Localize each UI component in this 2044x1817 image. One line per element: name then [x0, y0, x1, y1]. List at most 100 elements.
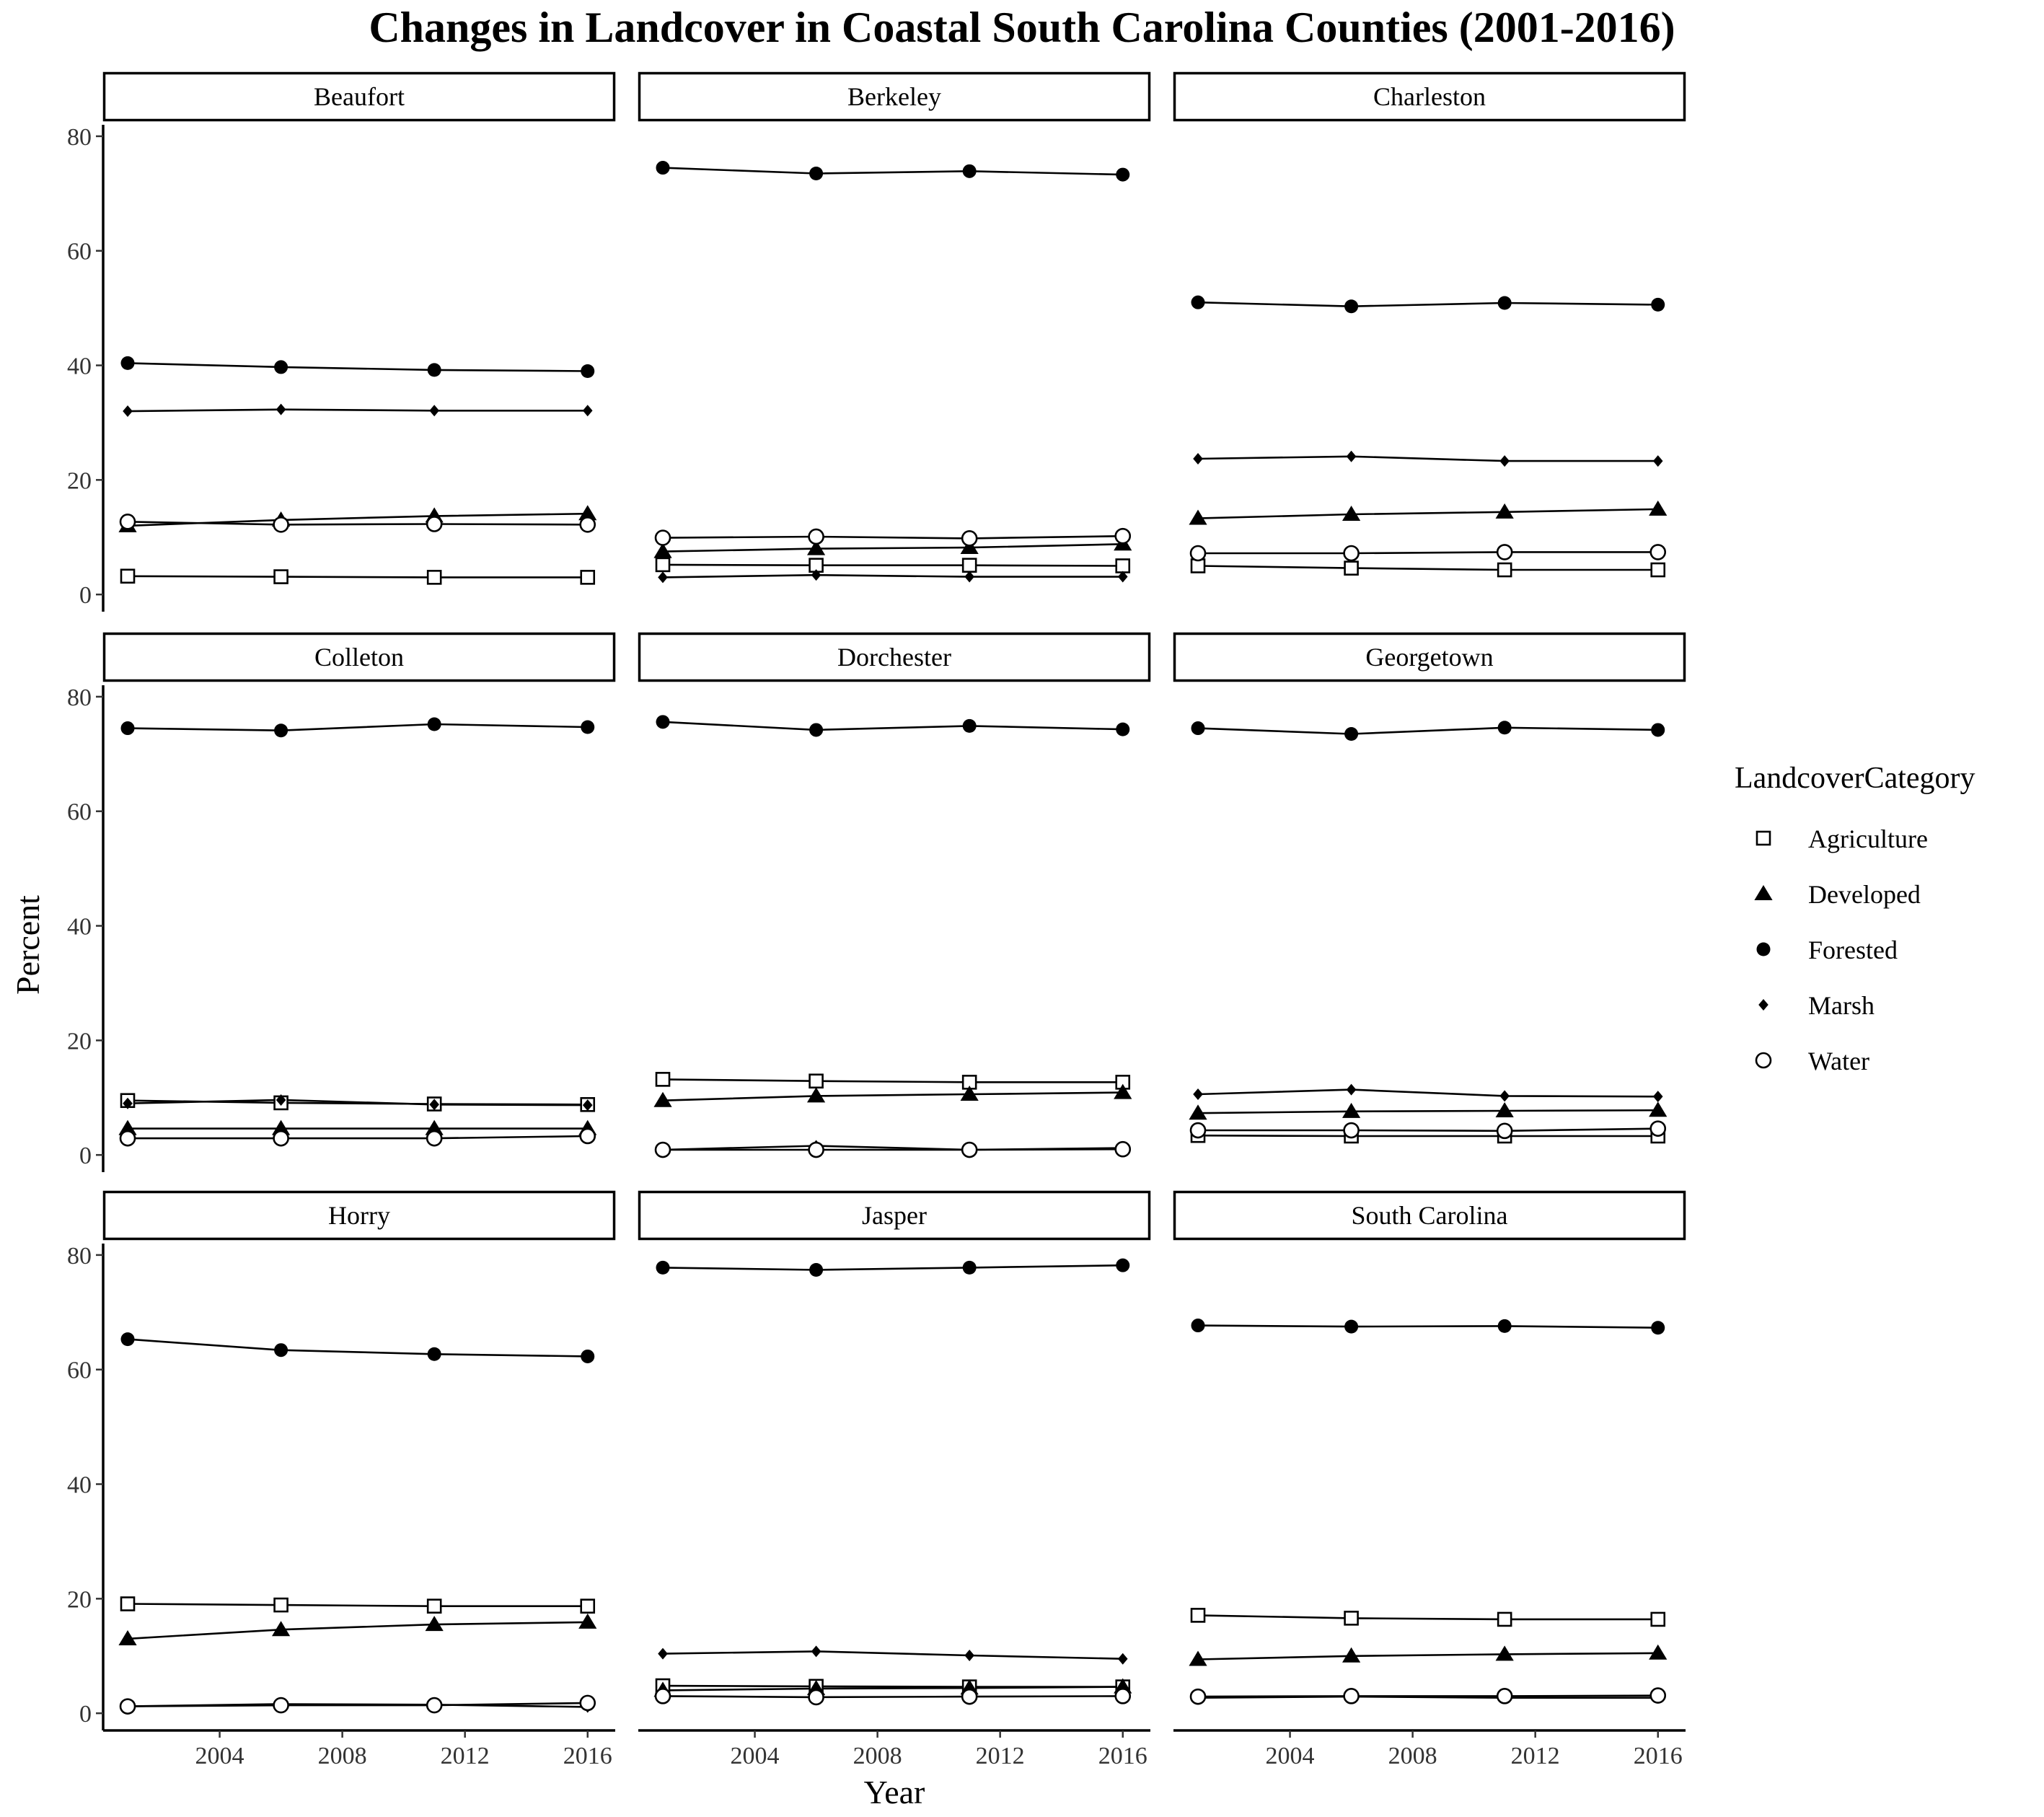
data-point-horry-forested	[581, 1349, 595, 1363]
data-point-beaufort-developed	[578, 505, 597, 521]
data-point-georgetown-marsh	[1499, 1090, 1510, 1102]
y-tick-label: 80	[67, 685, 92, 711]
data-point-beaufort-forested	[581, 364, 595, 378]
legend-label-agriculture: Agriculture	[1808, 824, 1928, 853]
data-point-berkeley-marsh	[658, 571, 668, 584]
data-point-beaufort-water	[426, 516, 443, 532]
data-point-georgetown-marsh	[1193, 1088, 1203, 1100]
data-point-berkeley-developed	[653, 542, 672, 558]
data-point-dorchester-forested	[1116, 722, 1130, 736]
y-tick-label: 40	[67, 353, 92, 380]
data-point-south-carolina-water	[1649, 1687, 1667, 1704]
series-line-beaufort-forested	[127, 362, 588, 372]
x-tick-label: 2016	[563, 1743, 612, 1769]
data-point-charleston-developed	[1189, 509, 1207, 525]
data-point-charleston-forested	[1344, 299, 1359, 314]
strip-box-dorchester	[638, 632, 1151, 682]
strip-label-jasper: Jasper	[862, 1201, 927, 1230]
series-line-jasper-marsh	[662, 1650, 1123, 1660]
data-point-georgetown-developed	[1495, 1102, 1514, 1118]
data-point-charleston-water	[1189, 545, 1207, 562]
series-line-horry-water	[127, 1702, 588, 1707]
data-point-charleston-agriculture	[1650, 562, 1666, 578]
data-point-charleston-water	[1496, 544, 1513, 560]
series-line-jasper-forested	[662, 1264, 1123, 1271]
series-line-charleston-water	[1198, 551, 1658, 555]
strip-box-jasper	[638, 1190, 1151, 1241]
facet-panel-georgetown: Georgetown	[1173, 632, 1686, 1144]
x-tick-label: 2004	[731, 1743, 780, 1769]
data-point-beaufort-marsh	[276, 403, 286, 415]
strip-box-south-carolina	[1173, 1190, 1686, 1241]
series-line-charleston-forested	[1197, 301, 1658, 308]
facet-panels: Beaufort 0 20 40 60 80 Berkeley Charleston Colle…	[67, 71, 1686, 1769]
data-point-horry-agriculture	[120, 1596, 136, 1611]
x-axis-title: Year	[864, 1774, 925, 1811]
data-point-charleston-marsh	[1346, 450, 1357, 462]
data-point-georgetown-forested	[1651, 723, 1665, 737]
series-line-colleton-marsh	[127, 1099, 588, 1107]
x-tick-label: 2008	[1388, 1743, 1437, 1769]
series-line-dorchester-developed	[662, 1091, 1123, 1101]
data-point-georgetown-developed	[1342, 1102, 1361, 1118]
data-point-dorchester-forested	[656, 715, 670, 729]
data-point-dorchester-developed	[653, 1091, 672, 1107]
chart-title: Changes in Landcover in Coastal South Ca…	[369, 4, 1675, 51]
data-point-south-carolina-agriculture	[1497, 1611, 1512, 1627]
x-tick-label: 2012	[441, 1743, 490, 1769]
data-point-south-carolina-developed	[1189, 1650, 1207, 1666]
strip-label-colleton: Colleton	[314, 643, 404, 672]
data-point-charleston-agriculture	[1497, 562, 1512, 578]
data-point-horry-developed	[425, 1616, 444, 1632]
y-tick-label: 20	[67, 467, 92, 494]
data-point-dorchester-developed	[1114, 1083, 1132, 1099]
x-tick-label: 2004	[195, 1743, 245, 1769]
data-point-charleston-developed	[1495, 503, 1514, 519]
strip-label-charleston: Charleston	[1373, 82, 1486, 111]
data-point-jasper-water	[654, 1688, 671, 1704]
data-point-beaufort-marsh	[582, 405, 593, 417]
data-point-south-carolina-developed	[1342, 1647, 1361, 1663]
data-point-berkeley-agriculture	[961, 558, 977, 573]
data-point-dorchester-water	[961, 1141, 978, 1158]
facet-panel-horry: Horry 0 20 40 60 80 2004 2008 2012 2016	[67, 1190, 616, 1769]
data-point-dorchester-forested	[809, 723, 824, 737]
legend-key-forested	[1756, 942, 1771, 956]
x-tick-label: 2008	[853, 1743, 902, 1769]
data-point-horry-forested	[274, 1343, 288, 1358]
series-line-horry-developed	[127, 1621, 588, 1640]
data-point-horry-water	[579, 1694, 596, 1712]
data-point-jasper-marsh	[964, 1649, 974, 1661]
x-tick-label: 2012	[976, 1743, 1025, 1769]
data-point-beaufort-agriculture	[426, 570, 442, 585]
series-line-colleton-forested	[127, 723, 588, 732]
data-point-south-carolina-forested	[1191, 1319, 1205, 1333]
facet-panel-south-carolina: South Carolina 2004 2008 2012 2016	[1173, 1190, 1686, 1769]
legend-key-marsh	[1758, 999, 1768, 1011]
series-line-dorchester-forested	[662, 721, 1123, 731]
data-point-dorchester-developed	[960, 1086, 979, 1101]
data-point-beaufort-forested	[427, 363, 441, 377]
facet-panel-dorchester: Dorchester	[638, 632, 1151, 1158]
data-point-beaufort-agriculture	[120, 568, 136, 584]
data-point-georgetown-marsh	[1346, 1083, 1357, 1096]
legend-label-forested: Forested	[1808, 936, 1898, 964]
data-point-beaufort-agriculture	[580, 570, 596, 585]
data-point-dorchester-water	[808, 1141, 824, 1158]
data-point-berkeley-water	[808, 528, 824, 545]
data-point-colleton-water	[426, 1130, 443, 1147]
series-line-georgetown-agriculture	[1197, 1134, 1658, 1138]
data-point-beaufort-water	[273, 516, 289, 533]
data-point-colleton-marsh	[429, 1099, 439, 1111]
data-point-jasper-forested	[1116, 1258, 1130, 1272]
data-point-georgetown-forested	[1344, 727, 1359, 741]
series-line-beaufort-water	[127, 521, 588, 526]
series-line-horry-forested	[127, 1338, 588, 1358]
data-point-dorchester-forested	[962, 718, 977, 733]
data-point-charleston-forested	[1497, 296, 1512, 310]
data-point-beaufort-forested	[120, 356, 135, 370]
series-line-georgetown-forested	[1197, 726, 1658, 735]
y-tick-label: 0	[79, 1143, 92, 1169]
series-line-berkeley-marsh	[662, 573, 1123, 578]
data-point-berkeley-water	[654, 529, 671, 546]
